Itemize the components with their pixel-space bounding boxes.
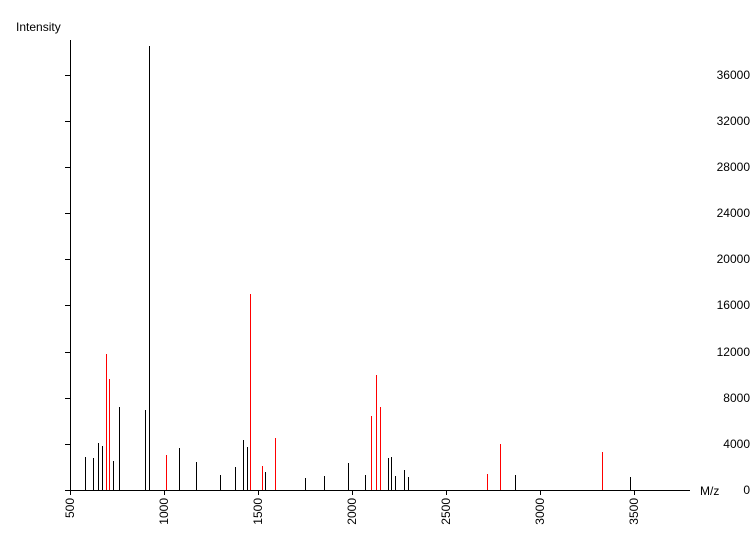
mass-spectrum-chart: Intensity M/z 04000800012000160002000024…: [0, 0, 750, 540]
y-tick-label: 4000: [690, 437, 750, 451]
spectrum-peak: [365, 475, 366, 490]
spectrum-peak: [408, 477, 409, 490]
y-tick-label: 20000: [690, 252, 750, 266]
spectrum-peak: [243, 440, 244, 490]
spectrum-peak: [98, 443, 99, 490]
spectrum-peak: [487, 474, 488, 490]
x-tick: [258, 490, 259, 495]
spectrum-peak: [602, 452, 603, 490]
y-tick-label: 12000: [690, 345, 750, 359]
spectrum-peak: [250, 294, 251, 490]
y-tick: [65, 213, 70, 214]
y-axis-title: Intensity: [16, 20, 61, 34]
spectrum-peak: [149, 46, 150, 490]
x-tick: [70, 490, 71, 495]
spectrum-peak: [265, 472, 266, 490]
spectrum-peak: [119, 407, 120, 490]
y-tick: [65, 398, 70, 399]
x-tick-label: 1500: [251, 498, 265, 525]
spectrum-peak: [324, 476, 325, 490]
spectrum-peak: [247, 447, 248, 490]
y-tick-label: 24000: [690, 206, 750, 220]
y-axis-line: [70, 40, 71, 490]
spectrum-peak: [275, 438, 276, 490]
y-tick-label: 28000: [690, 160, 750, 174]
spectrum-peak: [196, 462, 197, 490]
spectrum-peak: [376, 375, 377, 490]
spectrum-peak: [220, 475, 221, 490]
spectrum-peak: [391, 457, 392, 490]
spectrum-peak: [630, 477, 631, 490]
spectrum-peak: [235, 467, 236, 490]
spectrum-peak: [93, 458, 94, 490]
y-tick: [65, 167, 70, 168]
y-tick-label: 0: [690, 483, 750, 497]
spectrum-peak: [371, 416, 372, 490]
x-tick: [352, 490, 353, 495]
spectrum-peak: [85, 457, 86, 490]
y-tick-label: 32000: [690, 114, 750, 128]
y-tick: [65, 352, 70, 353]
y-tick-label: 8000: [690, 391, 750, 405]
spectrum-peak: [500, 444, 501, 490]
x-tick-label: 3500: [627, 498, 641, 525]
x-tick-label: 2500: [439, 498, 453, 525]
y-tick-label: 36000: [690, 68, 750, 82]
spectrum-peak: [388, 458, 389, 490]
spectrum-peak: [404, 470, 405, 490]
x-tick: [540, 490, 541, 495]
spectrum-peak: [109, 379, 110, 490]
spectrum-peak: [262, 466, 263, 490]
y-tick: [65, 75, 70, 76]
spectrum-peak: [145, 410, 146, 490]
spectrum-peak: [106, 354, 107, 490]
x-tick: [634, 490, 635, 495]
x-tick: [446, 490, 447, 495]
spectrum-peak: [380, 407, 381, 490]
spectrum-peak: [348, 463, 349, 490]
x-tick: [164, 490, 165, 495]
y-tick-label: 16000: [690, 298, 750, 312]
x-tick-label: 500: [63, 498, 77, 518]
spectrum-peak: [166, 455, 167, 490]
x-tick-label: 3000: [533, 498, 547, 525]
y-tick: [65, 444, 70, 445]
spectrum-peak: [102, 446, 103, 490]
spectrum-peak: [179, 448, 180, 490]
spectrum-peak: [395, 476, 396, 490]
spectrum-peak: [515, 475, 516, 490]
y-tick: [65, 121, 70, 122]
spectrum-peak: [305, 478, 306, 490]
spectrum-peak: [113, 461, 114, 490]
y-tick: [65, 259, 70, 260]
y-tick: [65, 305, 70, 306]
x-tick-label: 1000: [157, 498, 171, 525]
x-tick-label: 2000: [345, 498, 359, 525]
